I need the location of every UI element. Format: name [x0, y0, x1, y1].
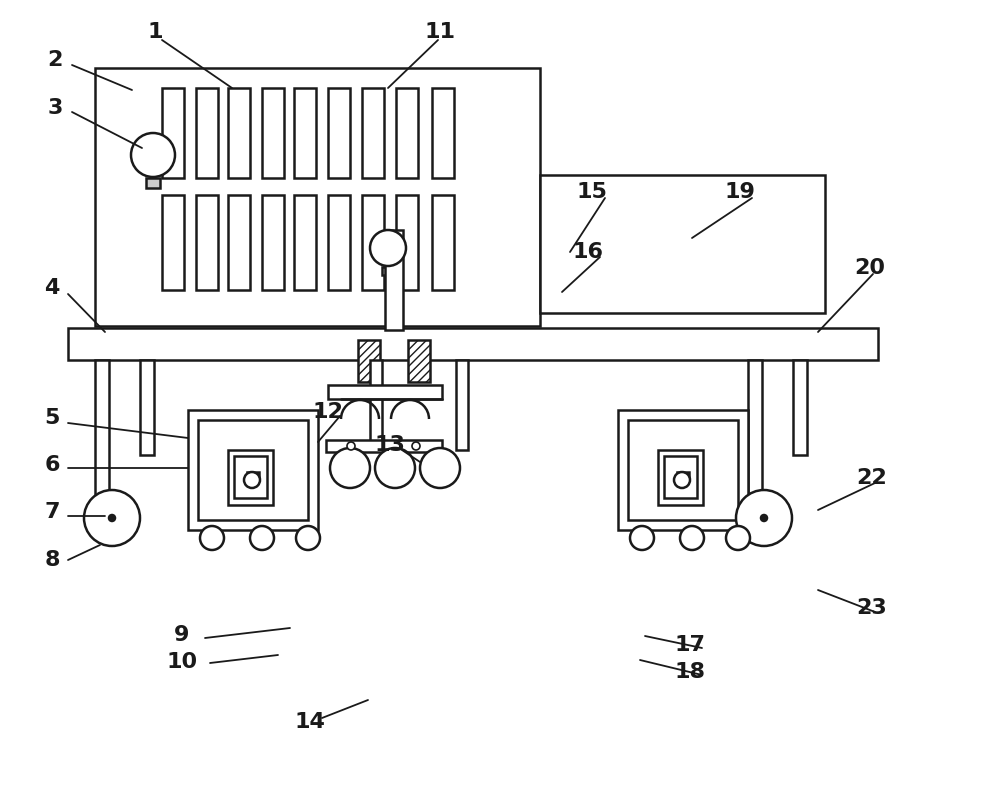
Bar [188, 410, 318, 530]
Circle shape [296, 526, 320, 550]
Bar [228, 450, 273, 505]
Bar [396, 88, 418, 178]
Text: 7: 7 [44, 502, 60, 522]
Text: 18: 18 [674, 662, 706, 682]
Text: 5: 5 [44, 408, 60, 428]
Text: 17: 17 [674, 635, 706, 655]
Circle shape [370, 230, 406, 266]
Bar [294, 195, 316, 290]
Circle shape [84, 490, 140, 546]
Bar [658, 450, 703, 505]
Bar [262, 195, 284, 290]
Circle shape [420, 448, 460, 488]
Bar [95, 360, 109, 505]
Bar [326, 440, 442, 452]
Text: 14: 14 [295, 712, 325, 732]
Circle shape [630, 526, 654, 550]
Bar [162, 195, 184, 290]
Bar [456, 360, 468, 450]
Text: 11: 11 [424, 22, 456, 42]
Bar [618, 410, 748, 530]
Bar [793, 360, 807, 455]
Bar [198, 420, 308, 520]
Circle shape [726, 526, 750, 550]
Bar [247, 472, 259, 477]
Bar [358, 340, 380, 382]
Circle shape [244, 472, 260, 488]
Bar [328, 195, 350, 290]
Text: 4: 4 [44, 278, 60, 298]
Bar [408, 340, 430, 382]
Bar [385, 230, 403, 330]
Text: 19: 19 [725, 182, 755, 202]
Bar [362, 195, 384, 290]
Bar [362, 88, 384, 178]
Bar [146, 178, 160, 188]
Circle shape [347, 442, 355, 450]
Bar [370, 360, 382, 450]
Bar [228, 88, 250, 178]
Bar [234, 456, 267, 498]
Text: 8: 8 [44, 550, 60, 570]
Bar [540, 175, 825, 313]
Bar [664, 456, 697, 498]
Bar [396, 195, 418, 290]
Text: 15: 15 [577, 182, 607, 202]
Circle shape [412, 442, 420, 450]
Text: 13: 13 [375, 435, 405, 455]
Circle shape [375, 448, 415, 488]
Bar [196, 88, 218, 178]
Text: 12: 12 [313, 402, 343, 422]
Bar [748, 360, 762, 505]
Bar [228, 195, 250, 290]
Bar [262, 88, 284, 178]
Text: 9: 9 [174, 625, 190, 645]
Text: 3: 3 [47, 98, 63, 118]
Circle shape [674, 472, 690, 488]
Text: 10: 10 [166, 652, 198, 672]
Bar [95, 68, 540, 326]
Text: 23: 23 [857, 598, 887, 618]
Bar [162, 88, 184, 178]
Circle shape [761, 515, 767, 521]
Text: 16: 16 [572, 242, 604, 262]
Bar [432, 88, 454, 178]
Circle shape [109, 515, 115, 521]
Bar [677, 472, 689, 477]
Bar [68, 328, 878, 360]
Circle shape [330, 448, 370, 488]
Circle shape [736, 490, 792, 546]
Text: 2: 2 [47, 50, 63, 70]
Bar [382, 267, 396, 275]
Circle shape [200, 526, 224, 550]
Circle shape [131, 133, 175, 177]
Bar [628, 420, 738, 520]
Bar [294, 88, 316, 178]
Text: 22: 22 [857, 468, 887, 488]
Text: 20: 20 [854, 258, 886, 278]
Text: 1: 1 [147, 22, 163, 42]
Bar [432, 195, 454, 290]
Bar [328, 385, 442, 399]
Circle shape [250, 526, 274, 550]
Bar [196, 195, 218, 290]
Bar [140, 360, 154, 455]
Circle shape [680, 526, 704, 550]
Text: 6: 6 [44, 455, 60, 475]
Bar [328, 88, 350, 178]
